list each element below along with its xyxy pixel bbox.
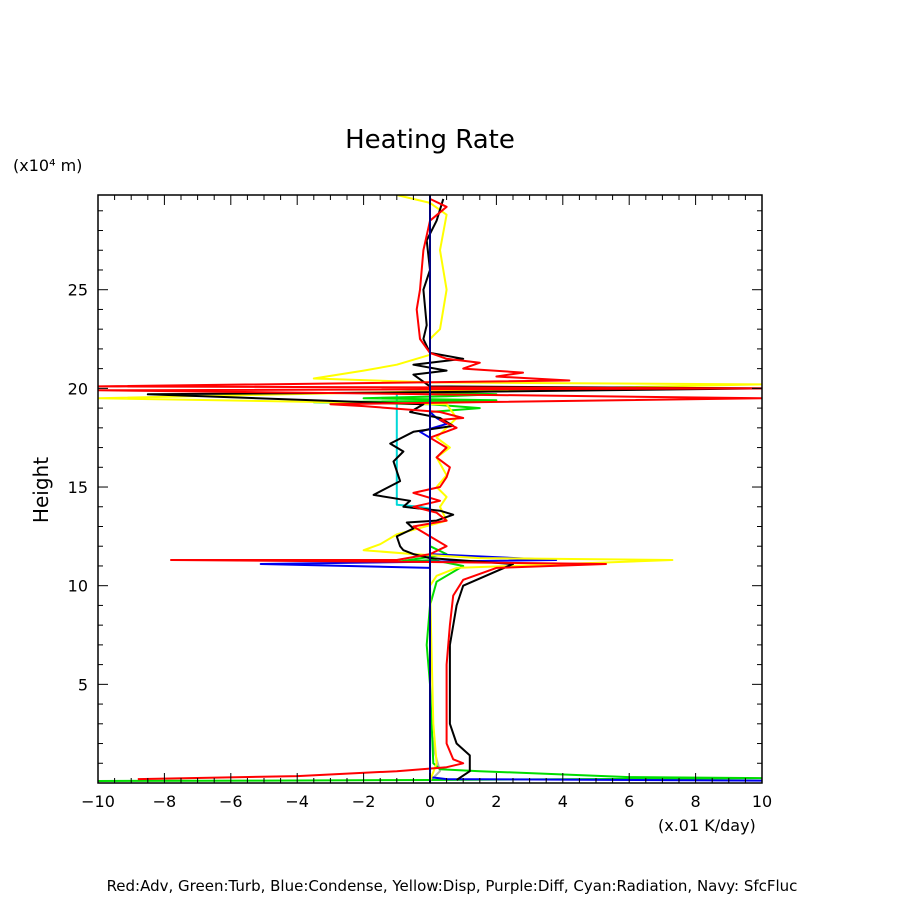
x-tick-label: 10 (752, 792, 772, 811)
x-tick-label: 4 (558, 792, 568, 811)
x-unit-label: (x.01 K/day) (658, 816, 756, 835)
y-tick-label: 20 (68, 379, 88, 398)
chart-title: Heating Rate (345, 125, 515, 155)
x-tick-label: −4 (285, 792, 309, 811)
x-tick-label: −10 (81, 792, 115, 811)
x-tick-label: 8 (691, 792, 701, 811)
x-tick-label: −2 (352, 792, 376, 811)
x-tick-label: 0 (425, 792, 435, 811)
y-tick-label: 25 (68, 281, 88, 300)
series-line-5 (146, 198, 762, 781)
series-line-3 (259, 195, 762, 782)
x-tick-label: −6 (219, 792, 243, 811)
x-tick-label: −8 (153, 792, 177, 811)
series-line-6 (98, 197, 762, 781)
series-layer (98, 195, 762, 783)
y-tick-label: 15 (68, 478, 88, 497)
x-tick-label: 6 (624, 792, 634, 811)
y-axis-label: Height (29, 457, 53, 523)
x-axis-ticks: −10 −8 −6 −4 −2 0 2 4 6 8 10 (81, 195, 772, 811)
y-unit-label: (x10⁴ m) (13, 156, 82, 175)
legend-caption: Red:Adv, Green:Turb, Blue:Condense, Yell… (107, 877, 798, 895)
y-axis-ticks: 5 10 15 20 25 (68, 210, 762, 764)
x-tick-label: 2 (491, 792, 501, 811)
y-tick-label: 5 (78, 675, 88, 694)
y-tick-label: 10 (68, 577, 88, 596)
